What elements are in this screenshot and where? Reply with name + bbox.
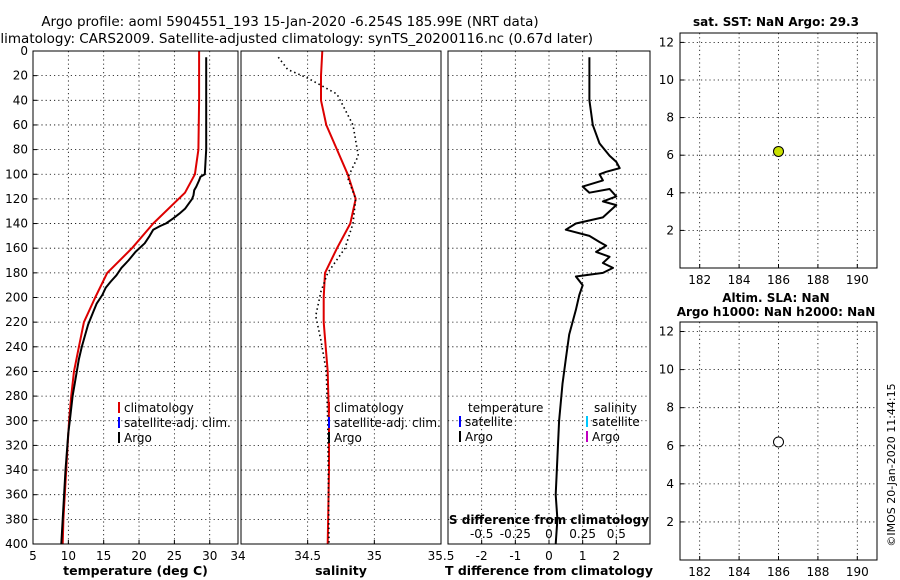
salinity-xlabel: salinity	[315, 563, 367, 578]
salinity-xtick-label: 35.5	[428, 549, 455, 563]
difference-s-tick-label: -0.5	[470, 527, 493, 541]
temperature-ytick-label: 140	[5, 217, 28, 231]
salinity-frame	[240, 50, 442, 545]
temperature-ytick-label: 80	[13, 143, 28, 157]
sla-ytick-label: 2	[666, 515, 674, 529]
temperature-ytick-label: 120	[5, 192, 28, 206]
temperature-xtick-label: 30	[202, 549, 217, 563]
temperature-xtick-label: 10	[61, 549, 76, 563]
temperature-xtick-label: 25	[167, 549, 182, 563]
temperature-ytick-label: 180	[5, 266, 28, 280]
difference-legend-title-salinity: salinity	[594, 401, 637, 415]
temperature-ytick-label: 360	[5, 488, 28, 502]
temperature-legend-0: climatology	[124, 401, 194, 415]
sla-ytick-label: 8	[666, 401, 674, 415]
sla-ytick-label: 10	[659, 363, 674, 377]
difference-series-argo	[554, 57, 621, 545]
sla-ytick-label: 4	[666, 477, 674, 491]
temperature-ytick-label: 400	[5, 537, 28, 551]
temperature-ytick-label: 280	[5, 389, 28, 403]
sla-ytick-label: 6	[666, 439, 674, 453]
difference-s-tick-label: -0.25	[500, 527, 531, 541]
temperature-legend-2: Argo	[124, 431, 152, 445]
sst-xtick-label: 182	[688, 273, 711, 287]
sla-xtick-label: 190	[846, 565, 869, 579]
difference-legend-s-argo: Argo	[592, 430, 620, 444]
sst-point	[773, 145, 784, 157]
difference-xlabel: T difference from climatology	[445, 563, 653, 578]
salinity-legend-2: Argo	[334, 431, 362, 445]
difference-s-tick-label: 0.25	[569, 527, 596, 541]
difference-s-tick-label: 0	[545, 527, 553, 541]
temperature-ytick-label: 220	[5, 315, 28, 329]
difference-xtick-label: -1	[509, 549, 521, 563]
temperature-xtick-label: 15	[96, 549, 111, 563]
difference-legend-s-satellite: satellite	[592, 415, 640, 429]
header-line2: Climatology: CARS2009. Satellite-adjuste…	[0, 31, 593, 47]
sla-point	[773, 436, 784, 448]
sst-ytick-label: 4	[666, 186, 674, 200]
temperature-frame	[32, 50, 239, 545]
temperature-xlabel: temperature (deg C)	[63, 563, 208, 578]
sst-ytick-label: 10	[659, 73, 674, 87]
difference-legend-t-satellite: satellite	[465, 415, 513, 429]
difference-xtick-label: 2	[613, 549, 621, 563]
temperature-ytick-label: 200	[5, 291, 28, 305]
temperature-ytick-label: 320	[5, 438, 28, 452]
temperature-ytick-label: 60	[13, 118, 28, 132]
sst-ytick-label: 2	[666, 223, 674, 237]
sla-xtick-label: 184	[728, 565, 751, 579]
sla-title: Altim. SLA: NaN	[722, 291, 829, 305]
sla-xtick-label: 182	[688, 565, 711, 579]
salinity-series-climatology	[320, 50, 357, 545]
sst-ytick-label: 12	[659, 35, 674, 49]
difference-xtick-label: 0	[545, 549, 553, 563]
temperature-xtick-label: 20	[131, 549, 146, 563]
sst-xtick-label: 188	[806, 273, 829, 287]
temperature-ytick-label: 20	[13, 69, 28, 83]
difference-legend-t-argo: Argo	[465, 430, 493, 444]
sst-title: sat. SST: NaN Argo: 29.3	[693, 15, 859, 29]
temperature-ytick-label: 300	[5, 414, 28, 428]
difference-xtick-label: 1	[579, 549, 587, 563]
header-line1: Argo profile: aoml 5904551_193 15-Jan-20…	[41, 14, 538, 30]
sla-xtick-label: 186	[767, 565, 790, 579]
temperature-ytick-label: 160	[5, 241, 28, 255]
difference-xtick-label: -2	[476, 549, 488, 563]
side-stamp: ©IMOS 20-Jan-2020 11:44:15	[885, 383, 898, 546]
temperature-xtick-label: 5	[29, 549, 37, 563]
salinity-series-argo	[277, 56, 360, 545]
temperature-xtick-label: 34	[230, 549, 245, 563]
sla-ytick-label: 12	[659, 325, 674, 339]
temperature-ytick-label: 240	[5, 340, 28, 354]
temperature-series-argo	[60, 57, 208, 545]
salinity-legend-1: satellite-adj. clim.	[334, 416, 441, 430]
temperature-ytick-label: 0	[20, 44, 28, 58]
sla-subtitle: Argo h1000: NaN h2000: NaN	[677, 305, 876, 319]
difference-legend-title-temperature: temperature	[468, 401, 543, 415]
difference-s-axis-label: S difference from climatology	[449, 513, 649, 527]
temperature-ytick-label: 40	[13, 93, 28, 107]
salinity-xtick-label: 34.5	[294, 549, 321, 563]
sst-xtick-label: 186	[767, 273, 790, 287]
difference-s-tick-label: 0.5	[607, 527, 626, 541]
sla-xtick-label: 188	[806, 565, 829, 579]
sst-xtick-label: 184	[728, 273, 751, 287]
salinity-xtick-label: 35	[367, 549, 382, 563]
temperature-legend-1: satellite-adj. clim.	[124, 416, 231, 430]
temperature-ytick-label: 340	[5, 463, 28, 477]
salinity-legend-0: climatology	[334, 401, 404, 415]
temperature-series-climatology	[61, 51, 201, 545]
sst-ytick-label: 6	[666, 148, 674, 162]
sst-xtick-label: 190	[846, 273, 869, 287]
sst-ytick-label: 8	[666, 111, 674, 125]
temperature-ytick-label: 260	[5, 364, 28, 378]
temperature-ytick-label: 100	[5, 167, 28, 181]
temperature-ytick-label: 380	[5, 512, 28, 526]
